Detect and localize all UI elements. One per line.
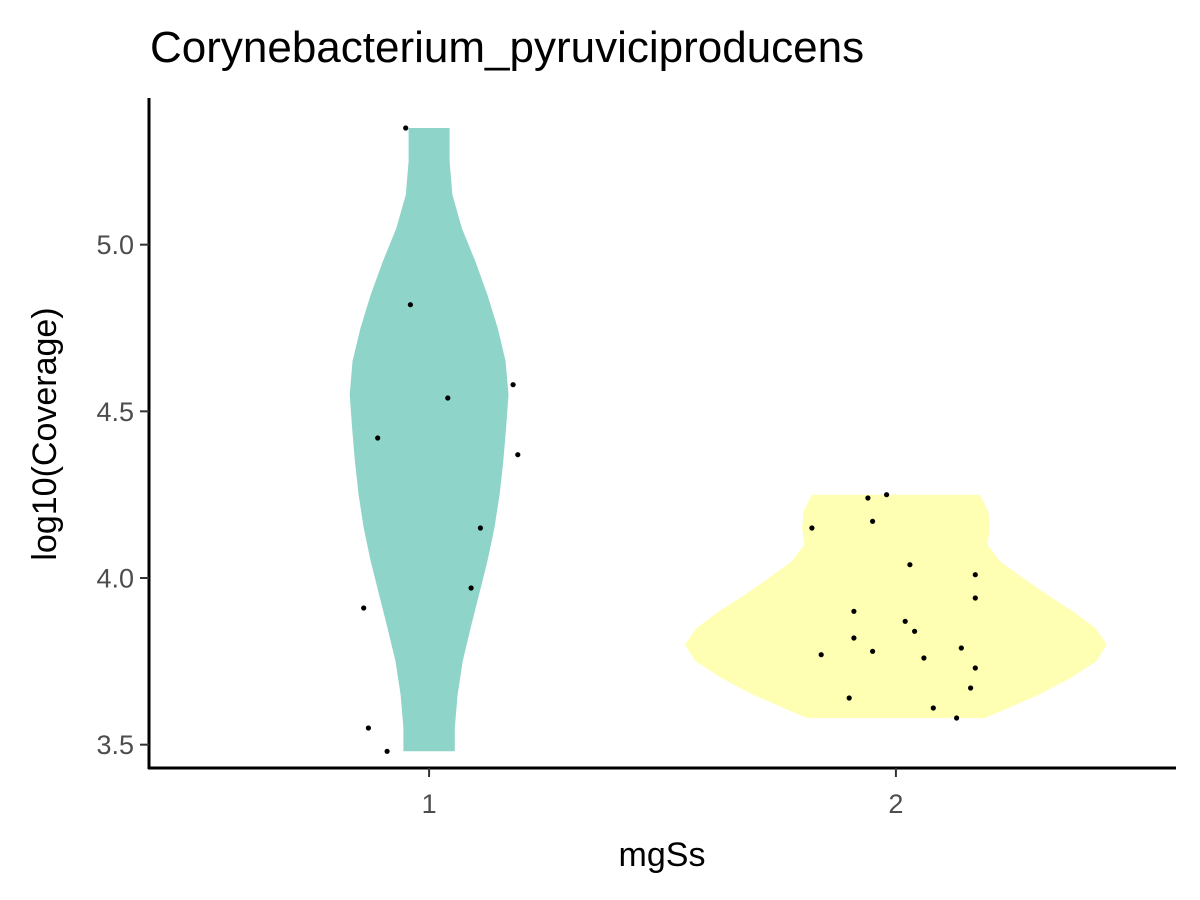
data-point bbox=[407, 302, 413, 308]
data-point bbox=[954, 715, 960, 721]
chart-title: Corynebacterium_pyruviciproducens bbox=[150, 23, 864, 72]
x-tick-label: 1 bbox=[422, 789, 437, 819]
y-tick-label: 5.0 bbox=[96, 230, 134, 260]
data-point bbox=[921, 655, 927, 661]
violin-group-2 bbox=[684, 494, 1107, 718]
data-point bbox=[375, 435, 381, 441]
y-tick-label: 4.0 bbox=[96, 564, 134, 594]
data-point bbox=[365, 725, 371, 731]
data-point bbox=[384, 748, 390, 754]
plot-area bbox=[349, 125, 1107, 754]
y-tick-label: 4.5 bbox=[96, 397, 134, 427]
data-point bbox=[515, 452, 521, 458]
data-point bbox=[403, 125, 409, 131]
data-point bbox=[884, 492, 890, 498]
data-point bbox=[972, 595, 978, 601]
data-point bbox=[907, 562, 913, 568]
violin-group-1 bbox=[349, 128, 509, 752]
data-point bbox=[468, 585, 474, 591]
data-point bbox=[902, 618, 908, 624]
data-point bbox=[968, 685, 974, 691]
data-point bbox=[809, 525, 815, 531]
data-point bbox=[851, 608, 857, 614]
data-point bbox=[361, 605, 367, 611]
data-point bbox=[870, 648, 876, 654]
y-tick-label: 3.5 bbox=[96, 730, 134, 760]
data-point bbox=[972, 572, 978, 578]
data-point bbox=[851, 635, 857, 641]
data-point bbox=[912, 628, 918, 634]
data-point bbox=[818, 652, 824, 658]
data-point bbox=[972, 665, 978, 671]
data-point bbox=[930, 705, 936, 711]
data-point bbox=[510, 382, 516, 388]
data-point bbox=[870, 518, 876, 524]
data-point bbox=[846, 695, 852, 701]
x-axis-title: mgSs bbox=[619, 836, 706, 874]
x-tick-label: 2 bbox=[888, 789, 903, 819]
data-point bbox=[477, 525, 483, 531]
y-axis-title: log10(Coverage) bbox=[26, 307, 64, 560]
data-point bbox=[865, 495, 871, 501]
y-axis-ticks: 3.5 4.0 4.5 5.0 bbox=[96, 230, 149, 760]
data-point bbox=[445, 395, 451, 401]
data-point bbox=[958, 645, 964, 651]
